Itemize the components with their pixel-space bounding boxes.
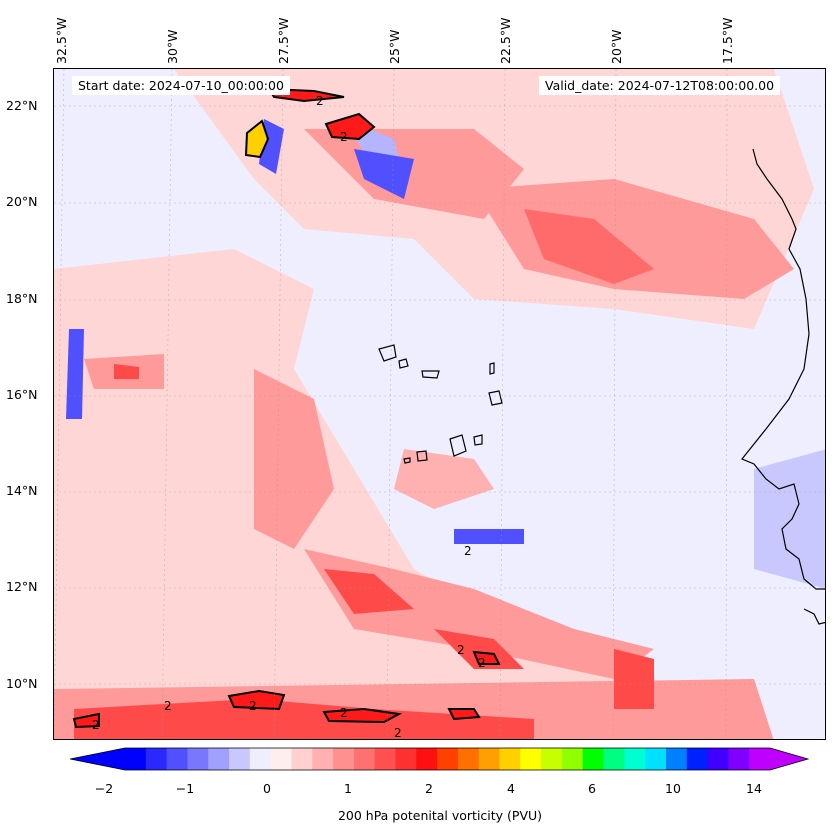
colorbar-swatch bbox=[665, 748, 688, 770]
colorbar-swatch bbox=[478, 748, 501, 770]
colorbar-swatch bbox=[249, 748, 272, 770]
colorbar-swatch bbox=[707, 748, 729, 770]
colorbar-tick-label: 6 bbox=[588, 781, 596, 796]
lon-label: 20°W bbox=[609, 29, 624, 64]
lon-label: 25°W bbox=[387, 29, 402, 64]
colorbar-tick-label: 4 bbox=[507, 781, 515, 796]
lon-label: 32.5°W bbox=[54, 17, 69, 64]
colorbar-swatch bbox=[437, 748, 459, 770]
lat-label: 14°N bbox=[6, 483, 38, 498]
colorbar-swatch bbox=[333, 748, 355, 770]
lon-label: 22.5°W bbox=[498, 17, 513, 64]
pv-fill-layer bbox=[54, 69, 825, 739]
colorbar-swatch bbox=[374, 748, 396, 770]
colorbar-swatch bbox=[166, 748, 188, 770]
lat-label: 12°N bbox=[6, 579, 38, 594]
colorbar-tick-label: −2 bbox=[94, 781, 114, 796]
pv-cores-layer bbox=[72, 87, 501, 729]
colorbar-swatch bbox=[395, 748, 417, 770]
colorbar-swatch bbox=[145, 748, 168, 770]
colorbar-extend-max bbox=[770, 748, 808, 770]
contour-label: 2 bbox=[464, 544, 472, 558]
colorbar-tick-label: 1 bbox=[344, 781, 352, 796]
colorbar-swatch bbox=[561, 748, 584, 770]
colorbar-swatch bbox=[749, 748, 771, 770]
colorbar-swatch bbox=[270, 748, 292, 770]
colorbar-swatch bbox=[728, 748, 750, 770]
contour-label: 2 bbox=[316, 94, 324, 108]
colorbar-swatch bbox=[457, 748, 480, 770]
colorbar-tick-label: 14 bbox=[746, 781, 762, 796]
contour-labels: 2 2 2 2 2 2 2 2 2 2 bbox=[92, 94, 486, 740]
colorbar-swatch bbox=[603, 748, 625, 770]
contour-label: 2 bbox=[164, 699, 172, 713]
lat-label: 22°N bbox=[6, 98, 38, 113]
pv-map: 2 2 2 2 2 2 2 2 2 2 bbox=[53, 68, 826, 740]
colorbar-swatch bbox=[125, 748, 147, 770]
contour-label: 2 bbox=[249, 699, 257, 713]
contour-label: 2 bbox=[394, 726, 402, 740]
contour-label: 2 bbox=[478, 656, 486, 670]
lon-label: 30°W bbox=[165, 29, 180, 64]
pv-field: 2 2 2 2 2 2 2 2 2 2 bbox=[54, 69, 825, 740]
colorbar-swatch bbox=[416, 748, 438, 770]
colorbar-swatch bbox=[541, 748, 563, 770]
colorbar-swatch bbox=[291, 748, 313, 770]
valid-date-label: Valid_date: 2024-07-12T08:00:00.00 bbox=[539, 76, 781, 95]
colorbar-swatch bbox=[312, 748, 334, 770]
colorbar-swatch bbox=[229, 748, 251, 770]
colorbar-tick-label: 2 bbox=[425, 781, 433, 796]
colorbar-outline bbox=[70, 747, 810, 771]
colorbar-extend-min bbox=[70, 748, 125, 770]
lon-label: 17.5°W bbox=[720, 17, 735, 64]
colorbar-swatch bbox=[645, 748, 667, 770]
contour-label: 2 bbox=[92, 718, 100, 732]
contour-label: 2 bbox=[457, 643, 465, 657]
contour-label: 2 bbox=[340, 706, 348, 720]
colorbar-swatch bbox=[353, 748, 376, 770]
colorbar-tick-label: −1 bbox=[175, 781, 195, 796]
colorbar-swatch bbox=[686, 748, 709, 770]
lat-label: 18°N bbox=[6, 291, 38, 306]
lon-label: 27.5°W bbox=[276, 17, 291, 64]
colorbar-swatch bbox=[624, 748, 646, 770]
colorbar-swatch bbox=[499, 748, 521, 770]
lat-label: 16°N bbox=[6, 387, 38, 402]
graticule bbox=[54, 69, 825, 739]
colorbar-tick-label: 10 bbox=[665, 781, 681, 796]
lat-label: 10°N bbox=[6, 676, 38, 691]
contour-label: 2 bbox=[340, 130, 348, 144]
lat-label: 20°N bbox=[6, 194, 38, 209]
colorbar-swatch bbox=[582, 748, 605, 770]
start-date-label: Start date: 2024-07-10_00:00:00 bbox=[72, 76, 290, 95]
colorbar bbox=[70, 747, 810, 771]
colorbar-title: 200 hPa potenital vorticity (PVU) bbox=[337, 808, 543, 823]
colorbar-swatch bbox=[208, 748, 230, 770]
colorbar-tick-label: 0 bbox=[263, 781, 271, 796]
coastline-layer bbox=[378, 148, 825, 625]
colorbar-swatch bbox=[520, 748, 542, 770]
colorbar-swatch bbox=[187, 748, 209, 770]
